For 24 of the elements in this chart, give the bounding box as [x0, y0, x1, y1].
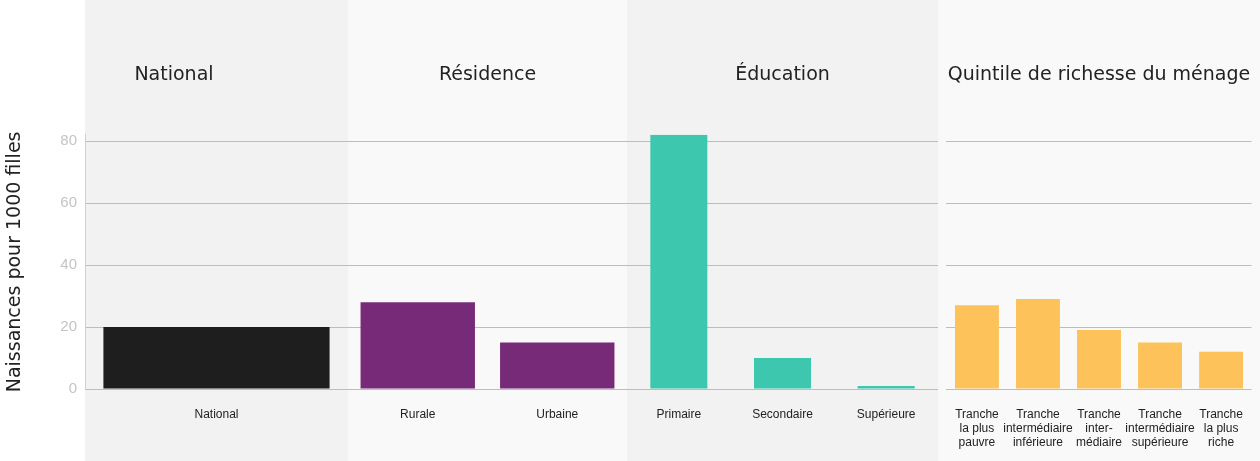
chart-title: Quintile de richesse du ménage — [947, 62, 1251, 85]
x-tick-label: Tranche intermédiaire supérieure — [1125, 406, 1196, 450]
y-tick-label: 0 — [68, 379, 77, 397]
bar — [1199, 351, 1244, 389]
y-tick-label: 60 — [60, 193, 77, 211]
x-tick-label: Rurale — [400, 406, 436, 421]
x-tick-label: Tranche la plus pauvre — [955, 406, 1000, 450]
chart-title: Éducation — [735, 62, 830, 85]
y-tick-label: 80 — [60, 131, 77, 149]
y-axis-title: Naissances pour 1000 filles — [2, 131, 25, 393]
y-tick-label: 20 — [60, 317, 77, 335]
bar — [954, 305, 999, 389]
chart-title: Résidence — [438, 62, 537, 85]
x-tick-label: Primaire — [656, 406, 702, 421]
y-tick-label: 40 — [60, 255, 77, 273]
x-tick-label: Supérieure — [856, 406, 916, 421]
bar — [1138, 342, 1182, 389]
bar — [1016, 299, 1060, 389]
x-tick-label: Secondaire — [752, 406, 814, 421]
bar — [1077, 330, 1121, 389]
x-tick-label: Tranche intermédiaire inférieure — [1003, 406, 1073, 450]
x-tick-label: Tranche la plus riche — [1199, 406, 1244, 450]
x-tick-label: Urbaine — [536, 406, 579, 421]
x-tick-label: Tranche inter- médiaire — [1075, 406, 1123, 450]
